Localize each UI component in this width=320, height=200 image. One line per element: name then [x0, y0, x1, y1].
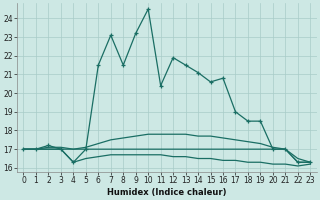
X-axis label: Humidex (Indice chaleur): Humidex (Indice chaleur): [107, 188, 227, 197]
